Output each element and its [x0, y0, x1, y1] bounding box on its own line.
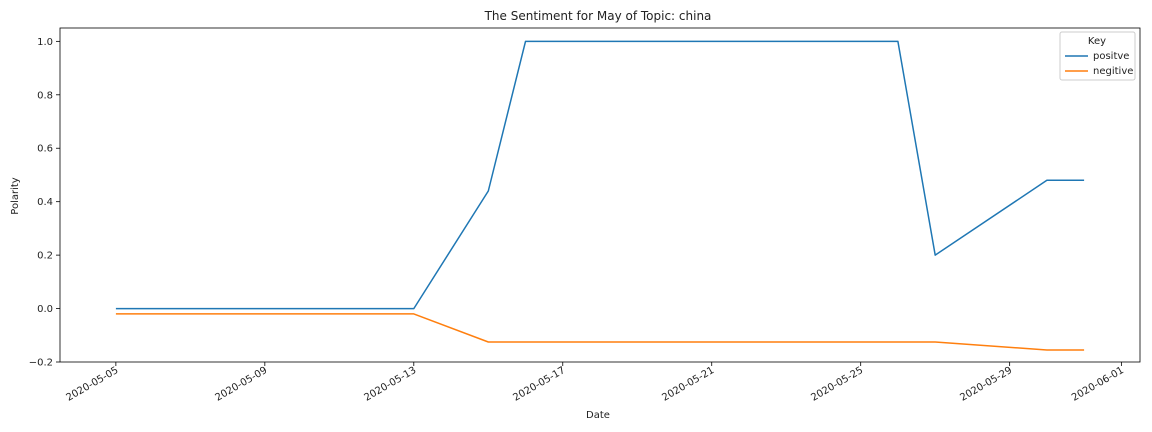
- y-axis-label: Polarity: [10, 177, 21, 215]
- y-axis: −0.2 0.0 0.2 0.4 0.6 0.8 1.0: [29, 37, 60, 369]
- legend-box: [1059, 31, 1136, 81]
- y-tick-label: 0.8: [37, 90, 53, 101]
- x-tick-label: 2020-05-05: [65, 365, 121, 404]
- chart-title: The Sentiment for May of Topic: china: [484, 9, 712, 23]
- y-tick-label: 0.0: [37, 304, 53, 315]
- x-tick-label: 2020-05-09: [213, 365, 269, 404]
- series-line-positve: [115, 40, 1085, 310]
- x-tick-label: 2020-05-13: [362, 365, 418, 404]
- y-tick-label: 0.2: [37, 251, 53, 262]
- x-tick-label: 2020-06-01: [1070, 365, 1126, 404]
- y-tick-label: 1.0: [37, 37, 53, 48]
- plot-area: [59, 27, 1141, 363]
- y-tick-label: 0.6: [37, 144, 53, 155]
- x-tick-label: 2020-05-25: [809, 365, 865, 404]
- series-lines: [115, 40, 1085, 351]
- legend-label-positve: positve: [1093, 51, 1129, 62]
- legend: Key positve negitive: [1059, 31, 1136, 81]
- x-axis-label: Date: [586, 410, 610, 421]
- x-tick-label: 2020-05-17: [511, 365, 567, 404]
- y-tick-label: −0.2: [29, 358, 53, 369]
- legend-title: Key: [1088, 36, 1106, 47]
- y-tick-label: 0.4: [37, 197, 53, 208]
- legend-label-negitive: negitive: [1093, 66, 1133, 77]
- x-axis: 2020-05-05 2020-05-09 2020-05-13 2020-05-17…: [65, 362, 1126, 404]
- x-tick-label: 2020-05-21: [660, 365, 716, 404]
- series-line-negitive: [115, 313, 1085, 351]
- x-tick-label: 2020-05-29: [958, 365, 1014, 404]
